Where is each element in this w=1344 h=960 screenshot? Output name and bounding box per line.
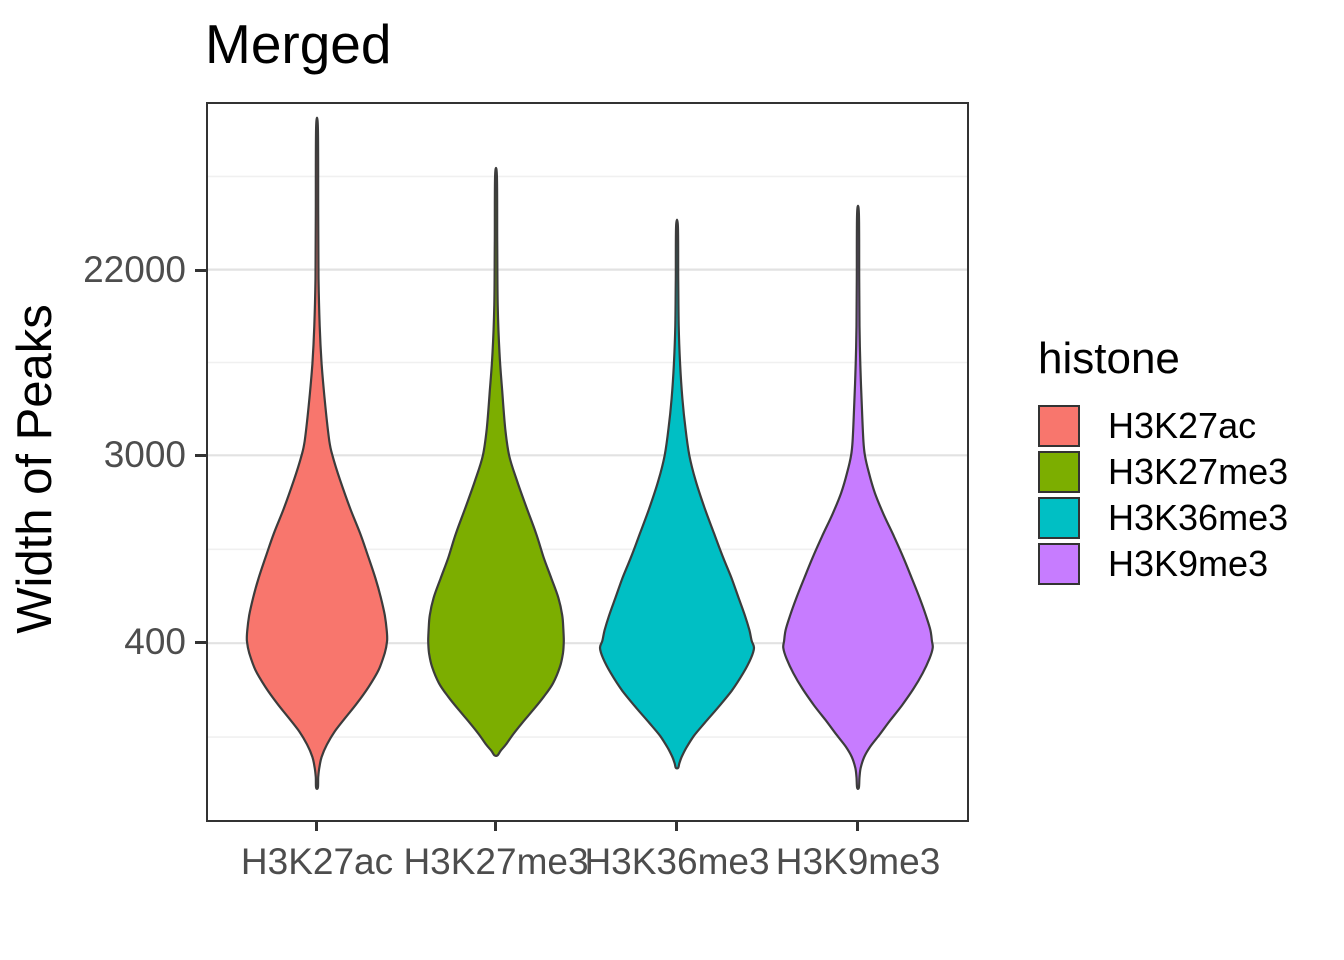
plot-panel bbox=[206, 102, 969, 822]
x-tick-mark bbox=[494, 821, 497, 831]
x-tick-label: H3K36me3 bbox=[584, 841, 770, 882]
x-tick-mark bbox=[675, 821, 678, 831]
violin-chart-svg bbox=[208, 116, 967, 790]
violin-H3K36me3 bbox=[598, 218, 756, 770]
y-tick-mark bbox=[195, 269, 207, 272]
legend-label: H3K27ac bbox=[1108, 405, 1257, 446]
legend-label: H3K9me3 bbox=[1108, 543, 1269, 584]
x-tick-label: H3K27ac bbox=[240, 841, 394, 882]
legend-item: H3K9me3 bbox=[1038, 543, 1288, 585]
violin-H3K27me3 bbox=[427, 166, 565, 758]
legend-title: histone bbox=[1038, 334, 1180, 383]
legend-item: H3K27ac bbox=[1038, 405, 1288, 447]
x-tick-label: H3K9me3 bbox=[775, 841, 941, 882]
legend-swatch bbox=[1038, 405, 1080, 447]
violin-H3K9me3 bbox=[782, 204, 934, 790]
y-tick-label: 22000 bbox=[83, 249, 186, 290]
legend-swatch bbox=[1038, 451, 1080, 493]
x-tick-mark bbox=[315, 821, 318, 831]
y-tick-mark bbox=[195, 641, 207, 644]
legend-swatch bbox=[1038, 543, 1080, 585]
legend-label: H3K36me3 bbox=[1108, 497, 1289, 538]
violin-H3K27ac bbox=[245, 116, 389, 790]
y-tick-label: 3000 bbox=[103, 434, 186, 475]
legend: H3K27ac H3K27me3 H3K36me3 H3K9me3 bbox=[1038, 405, 1288, 585]
legend-item: H3K27me3 bbox=[1038, 451, 1288, 493]
x-tick-mark bbox=[856, 821, 859, 831]
legend-swatch bbox=[1038, 497, 1080, 539]
x-tick-label: H3K27me3 bbox=[403, 841, 589, 882]
legend-label: H3K27me3 bbox=[1108, 451, 1289, 492]
y-tick-mark bbox=[195, 454, 207, 457]
y-tick-label: 400 bbox=[124, 621, 186, 662]
legend-item: H3K36me3 bbox=[1038, 497, 1288, 539]
plot-title: Merged bbox=[205, 13, 392, 75]
